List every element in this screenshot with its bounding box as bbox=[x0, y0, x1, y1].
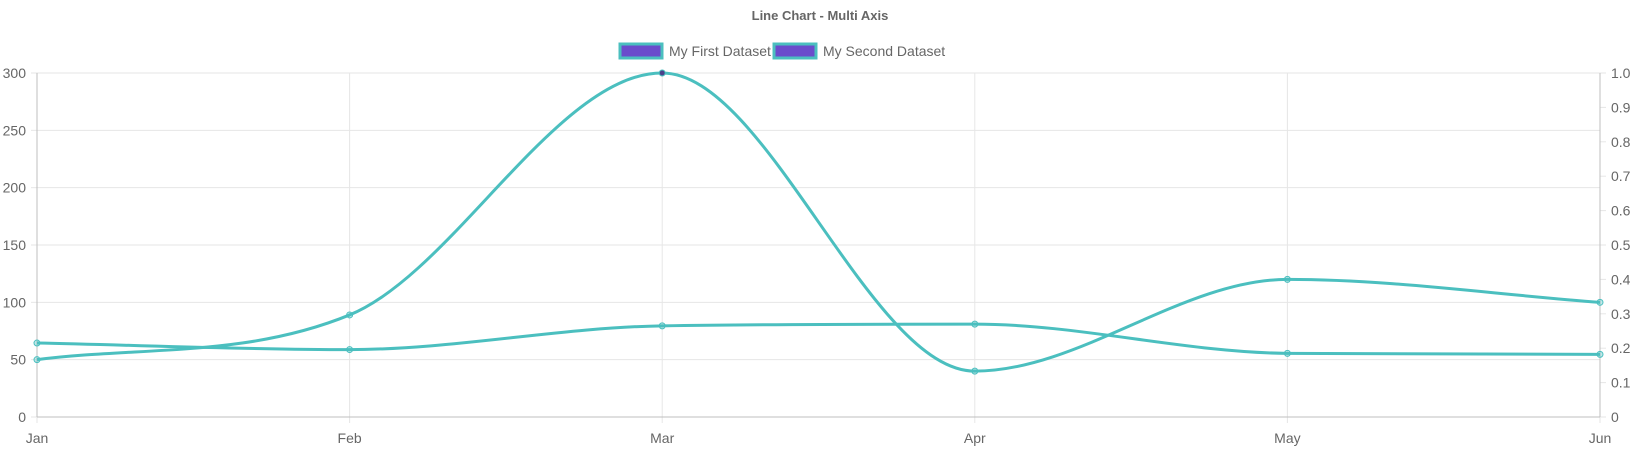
right-axis-tick-label: 0.8 bbox=[1611, 134, 1631, 150]
data-point[interactable] bbox=[658, 69, 666, 77]
data-point[interactable] bbox=[1283, 275, 1291, 283]
data-point[interactable] bbox=[346, 346, 354, 354]
data-point[interactable] bbox=[1283, 349, 1291, 357]
legend-swatch[interactable] bbox=[618, 42, 664, 60]
data-point[interactable] bbox=[971, 367, 979, 375]
x-axis-tick-label: May bbox=[1274, 430, 1300, 446]
legend-label[interactable]: My Second Dataset bbox=[823, 43, 945, 59]
data-point[interactable] bbox=[971, 320, 979, 328]
series-line bbox=[36, 322, 1601, 356]
chart-axes: 0 50 100 150 200 250 300 0 0.1 0.2 0.3 0.4 0.5 0.6 0.7… bbox=[3, 65, 1631, 446]
left-axis-tick-label: 150 bbox=[3, 237, 27, 253]
data-point[interactable] bbox=[1596, 350, 1604, 358]
chart-series bbox=[33, 69, 1604, 375]
legend-swatch[interactable] bbox=[772, 42, 818, 60]
data-point[interactable] bbox=[346, 311, 354, 319]
left-axis-tick-label: 200 bbox=[3, 180, 27, 196]
right-axis-tick-label: 0.5 bbox=[1611, 237, 1631, 253]
right-axis-tick-label: 0.1 bbox=[1611, 375, 1631, 391]
data-point[interactable] bbox=[33, 356, 41, 364]
x-axis-tick-label: Mar bbox=[650, 430, 674, 446]
x-axis-tick-label: Apr bbox=[964, 430, 986, 446]
left-axis-tick-label: 250 bbox=[3, 122, 27, 138]
right-axis-tick-label: 0.9 bbox=[1611, 99, 1631, 115]
data-point[interactable] bbox=[1596, 298, 1604, 306]
legend-label[interactable]: My First Dataset bbox=[669, 43, 771, 59]
right-axis-tick-label: 0.3 bbox=[1611, 306, 1631, 322]
x-axis-tick-label: Jan bbox=[26, 430, 49, 446]
left-axis-tick-label: 100 bbox=[3, 294, 27, 310]
chart-legend[interactable]: My First Dataset My Second Dataset bbox=[618, 42, 945, 60]
right-axis-tick-label: 0.4 bbox=[1611, 271, 1631, 287]
right-axis-tick-label: 0.6 bbox=[1611, 203, 1631, 219]
chart-grid bbox=[31, 72, 1606, 423]
left-axis-tick-label: 300 bbox=[3, 65, 27, 81]
right-axis-tick-label: 0 bbox=[1611, 409, 1619, 425]
right-axis-tick-label: 0.7 bbox=[1611, 168, 1631, 184]
left-axis-tick-label: 50 bbox=[10, 352, 26, 368]
x-axis-tick-label: Jun bbox=[1589, 430, 1612, 446]
data-point[interactable] bbox=[33, 339, 41, 347]
chart-title: Line Chart - Multi Axis bbox=[752, 8, 889, 23]
series-line bbox=[36, 71, 1601, 373]
right-axis-tick-label: 1.0 bbox=[1611, 65, 1631, 81]
left-axis-tick-label: 0 bbox=[18, 409, 26, 425]
data-point[interactable] bbox=[658, 322, 666, 330]
right-axis-tick-label: 0.2 bbox=[1611, 340, 1631, 356]
x-axis-tick-label: Feb bbox=[338, 430, 362, 446]
